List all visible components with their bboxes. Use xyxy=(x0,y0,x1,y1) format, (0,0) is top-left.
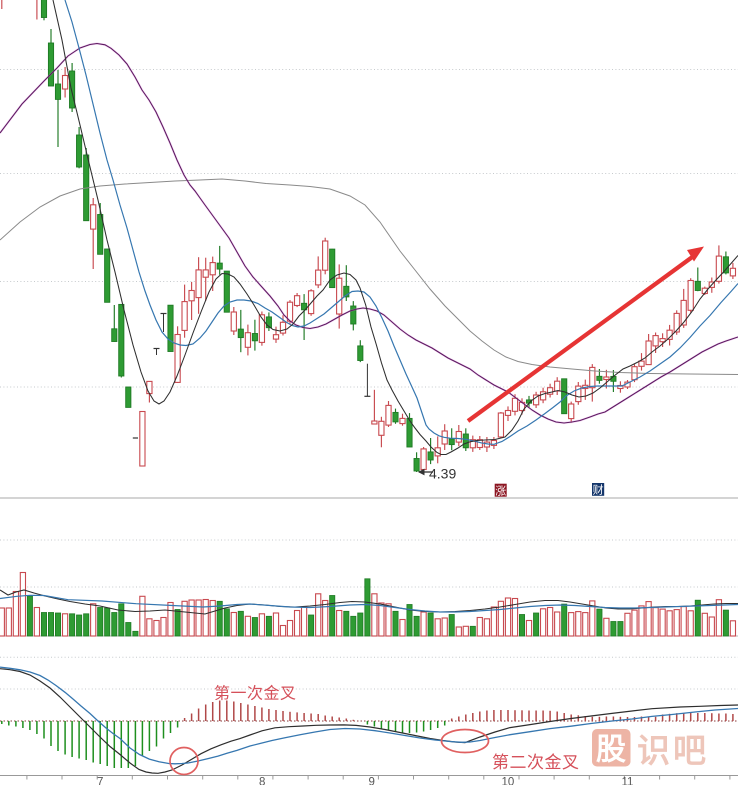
svg-text:9: 9 xyxy=(369,777,375,786)
svg-text:第二次金叉: 第二次金叉 xyxy=(492,753,580,772)
svg-text:财: 财 xyxy=(593,483,604,497)
svg-text:11: 11 xyxy=(622,777,634,786)
svg-text:涨: 涨 xyxy=(495,485,506,498)
svg-text:10: 10 xyxy=(502,777,515,786)
svg-text:股: 股 xyxy=(596,734,626,767)
svg-text:识吧: 识吧 xyxy=(637,732,709,769)
svg-text:4.39: 4.39 xyxy=(429,466,456,482)
svg-text:8: 8 xyxy=(259,777,265,786)
svg-text:7: 7 xyxy=(97,777,103,786)
svg-text:第一次金叉: 第一次金叉 xyxy=(214,685,297,703)
